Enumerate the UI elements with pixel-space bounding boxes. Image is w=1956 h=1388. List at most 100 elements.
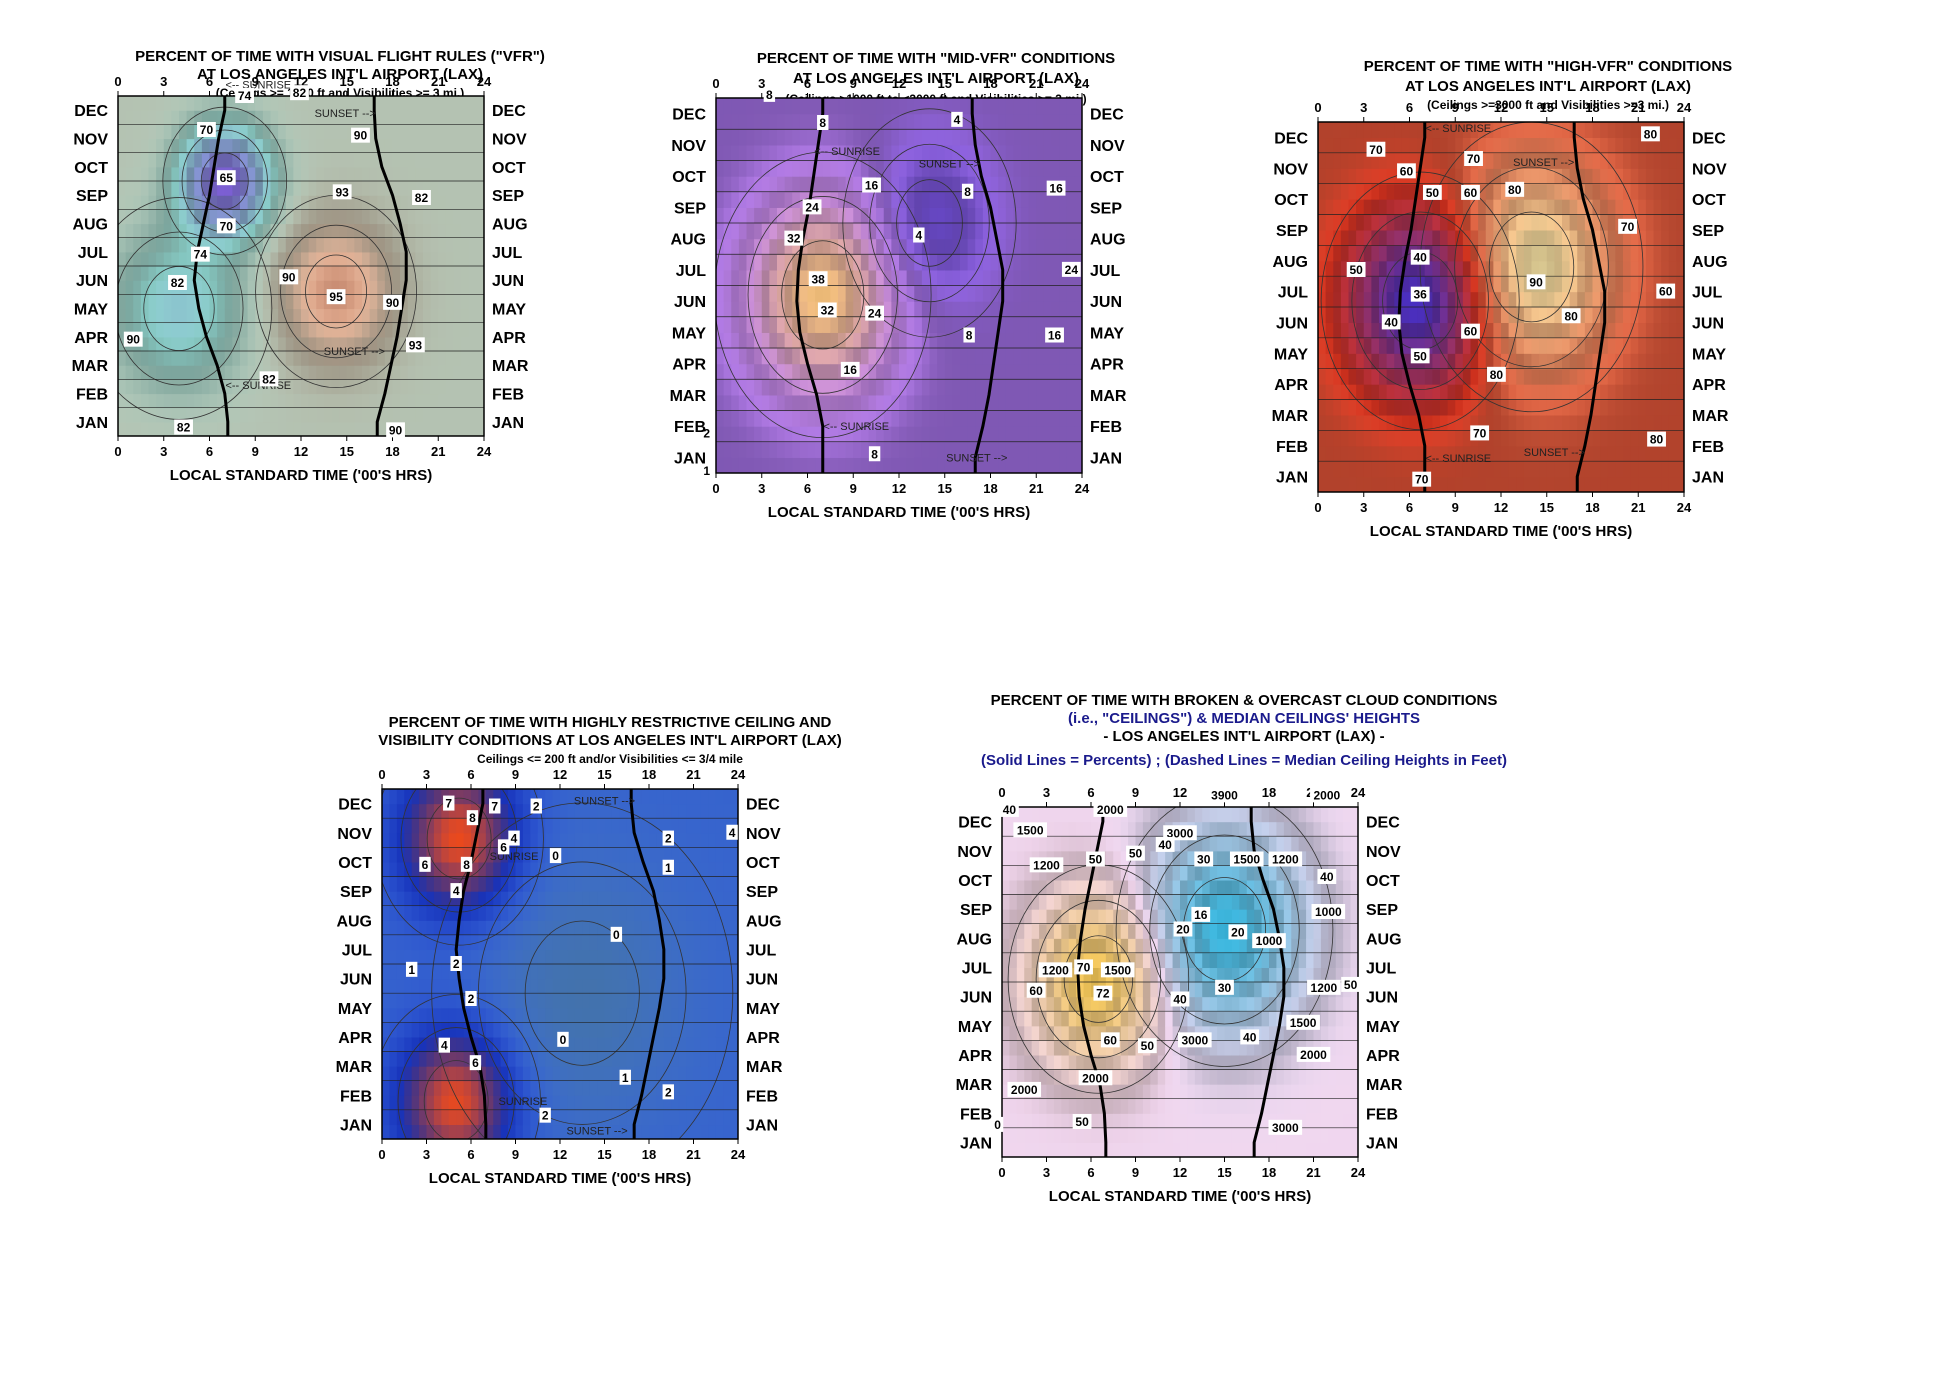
- heat-cell: [990, 316, 999, 333]
- heat-cell: [301, 96, 310, 111]
- heat-cell: [656, 789, 665, 805]
- heat-cell: [1546, 276, 1555, 293]
- heat-cell: [240, 152, 249, 168]
- heat-cell: [876, 223, 885, 240]
- sun-annotation: <-- SUNRISE: [225, 380, 291, 392]
- heat-cell: [209, 209, 218, 225]
- heat-cell: [1539, 229, 1548, 246]
- heat-cell: [545, 1066, 554, 1082]
- heat-cell: [1028, 269, 1037, 287]
- heat-cell: [1638, 384, 1647, 401]
- heat-cell: [1569, 414, 1578, 431]
- heat-cell: [209, 110, 218, 125]
- heat-cell: [1653, 199, 1662, 216]
- heat-cell: [868, 207, 877, 224]
- heat-cell: [1363, 122, 1372, 139]
- heat-cell: [438, 365, 447, 380]
- heat-cell: [179, 166, 188, 182]
- heat-cell: [1455, 414, 1464, 431]
- heat-cell: [1668, 322, 1677, 339]
- heat-cell: [209, 181, 218, 196]
- heat-cell: [308, 322, 317, 338]
- heat-cell: [400, 336, 409, 352]
- heat-cell: [1546, 414, 1555, 431]
- heat-cell: [738, 332, 748, 349]
- heat-cell: [471, 1022, 480, 1038]
- heat-cell: [723, 861, 732, 878]
- heat-cell: [456, 1036, 465, 1053]
- heat-cell: [641, 905, 650, 921]
- heat-cell: [1455, 199, 1464, 216]
- heat-cell: [1036, 223, 1045, 240]
- heat-cell: [445, 110, 455, 125]
- heat-cell: [815, 332, 824, 349]
- heat-cell: [1440, 214, 1449, 231]
- contour-label: 50: [1349, 263, 1363, 277]
- heat-cell: [1478, 414, 1487, 431]
- heat-cell: [1508, 399, 1517, 416]
- heat-cell: [937, 98, 946, 115]
- heat-cell: [998, 238, 1007, 255]
- heat-cell: [686, 789, 695, 805]
- heat-cell: [589, 1007, 598, 1023]
- heat-cell: [1653, 322, 1662, 339]
- heat-cell: [716, 441, 725, 458]
- heat-cell: [133, 152, 142, 168]
- heat-cell: [1356, 168, 1365, 185]
- heat-cell: [453, 223, 462, 239]
- heat-cell: [604, 1124, 613, 1139]
- heat-cell: [574, 1080, 583, 1096]
- heat-cell: [700, 803, 709, 819]
- heat-cell: [1005, 113, 1014, 130]
- heat-cell: [960, 441, 969, 458]
- heat-cell: [1043, 269, 1053, 287]
- heat-cell: [362, 351, 371, 366]
- contour-label-box: [290, 85, 309, 101]
- heat-cell: [485, 993, 494, 1009]
- heat-cell: [1592, 461, 1601, 478]
- heat-cell: [1051, 191, 1060, 208]
- month-label-left: APR: [74, 330, 108, 347]
- heat-cell: [471, 934, 480, 951]
- month-label-left: MAY: [74, 302, 108, 319]
- heat-cell: [1371, 337, 1380, 354]
- heat-cell: [822, 426, 831, 443]
- heat-cell: [891, 332, 900, 349]
- heat-cell: [1531, 337, 1540, 354]
- heat-cell: [777, 379, 786, 396]
- heat-cell: [899, 363, 908, 380]
- heat-cell: [148, 96, 157, 111]
- heat-cell: [133, 266, 142, 281]
- heat-cell: [471, 1007, 480, 1023]
- heat-cell: [456, 803, 465, 819]
- heat-cell: [723, 1109, 732, 1126]
- heat-cell: [830, 441, 839, 458]
- heat-cell: [1516, 461, 1525, 478]
- heat-cell: [125, 138, 134, 154]
- heat-cell: [255, 351, 264, 366]
- heat-cell: [611, 1036, 620, 1053]
- contour-label-box: [1410, 286, 1430, 302]
- heat-cell: [634, 1007, 643, 1023]
- heat-cell: [316, 96, 325, 111]
- x-tick-label-bottom: 21: [1029, 481, 1043, 496]
- heat-cell: [730, 1066, 738, 1082]
- heat-cell: [445, 351, 455, 366]
- heat-cell: [860, 316, 870, 333]
- heat-cell: [171, 407, 180, 423]
- heat-cell: [777, 332, 786, 349]
- heat-cell: [784, 191, 793, 208]
- heat-cell: [1059, 441, 1068, 458]
- heat-cell: [1340, 384, 1350, 401]
- heat-cell: [761, 394, 770, 412]
- heat-cell: [1318, 307, 1327, 324]
- heat-cell: [463, 1051, 472, 1067]
- heat-cell: [761, 191, 770, 208]
- heat-cell: [224, 379, 233, 395]
- heat-cell: [952, 254, 961, 271]
- heat-cell: [493, 861, 502, 878]
- heat-cell: [1066, 285, 1075, 302]
- heat-cell: [1516, 229, 1525, 246]
- heat-cell: [1066, 379, 1075, 396]
- heat-cell: [792, 269, 801, 287]
